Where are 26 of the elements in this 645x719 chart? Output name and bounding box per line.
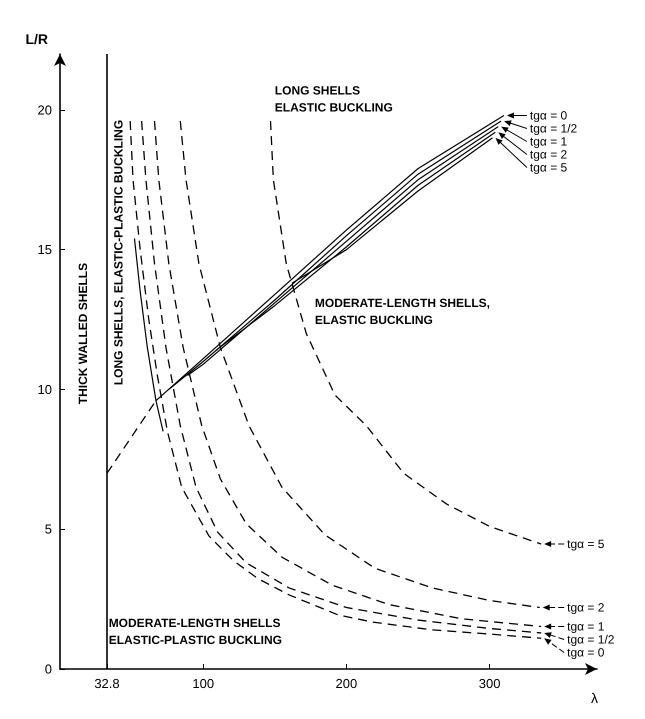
annotation: MODERATE-LENGTH SHELLS, ELASTIC BUCKLING (314, 296, 490, 327)
x-tick-label: 32.8 (94, 676, 120, 691)
legend-label: tgα = 1/2 (567, 632, 615, 647)
legend-label: tgα = 1 (567, 620, 605, 634)
annotation: LONG SHELLS ELASTIC BUCKLING (274, 83, 393, 114)
legend-label: tgα = 5 (567, 537, 605, 552)
legend-label: tgα = 2 (530, 148, 568, 162)
annotation: LONG SHELLS, ELASTIC-PLASTIC BUCKLING (112, 120, 126, 386)
x-tick-label: 200 (336, 676, 358, 691)
y-tick-label: 0 (44, 662, 52, 676)
annotation: THICK WALLED SHELLS (76, 262, 90, 404)
legend-label: tgα = 2 (567, 600, 605, 614)
annotation: MODERATE-LENGTH SHELLS ELASTIC-PLASTIC BUCKLING (108, 616, 282, 647)
y-tick-label: 15 (38, 242, 52, 258)
x-tick-label: 300 (478, 676, 500, 691)
legend-label: tgα = 0 (530, 108, 568, 122)
y-axis-title: L/R (25, 31, 48, 47)
legend-label: tgα = 1 (530, 134, 568, 148)
legend-label: tgα = 0 (567, 646, 605, 660)
y-tick-label: 20 (38, 102, 52, 118)
y-tick-label: 10 (38, 382, 52, 397)
legend-label: tgα = 1/2 (530, 122, 578, 136)
x-axis-title: λ (591, 690, 598, 706)
text: tgα = 5 (530, 160, 568, 174)
y-tick-label: 5 (44, 522, 52, 537)
x-tick-label: 100 (192, 676, 214, 691)
